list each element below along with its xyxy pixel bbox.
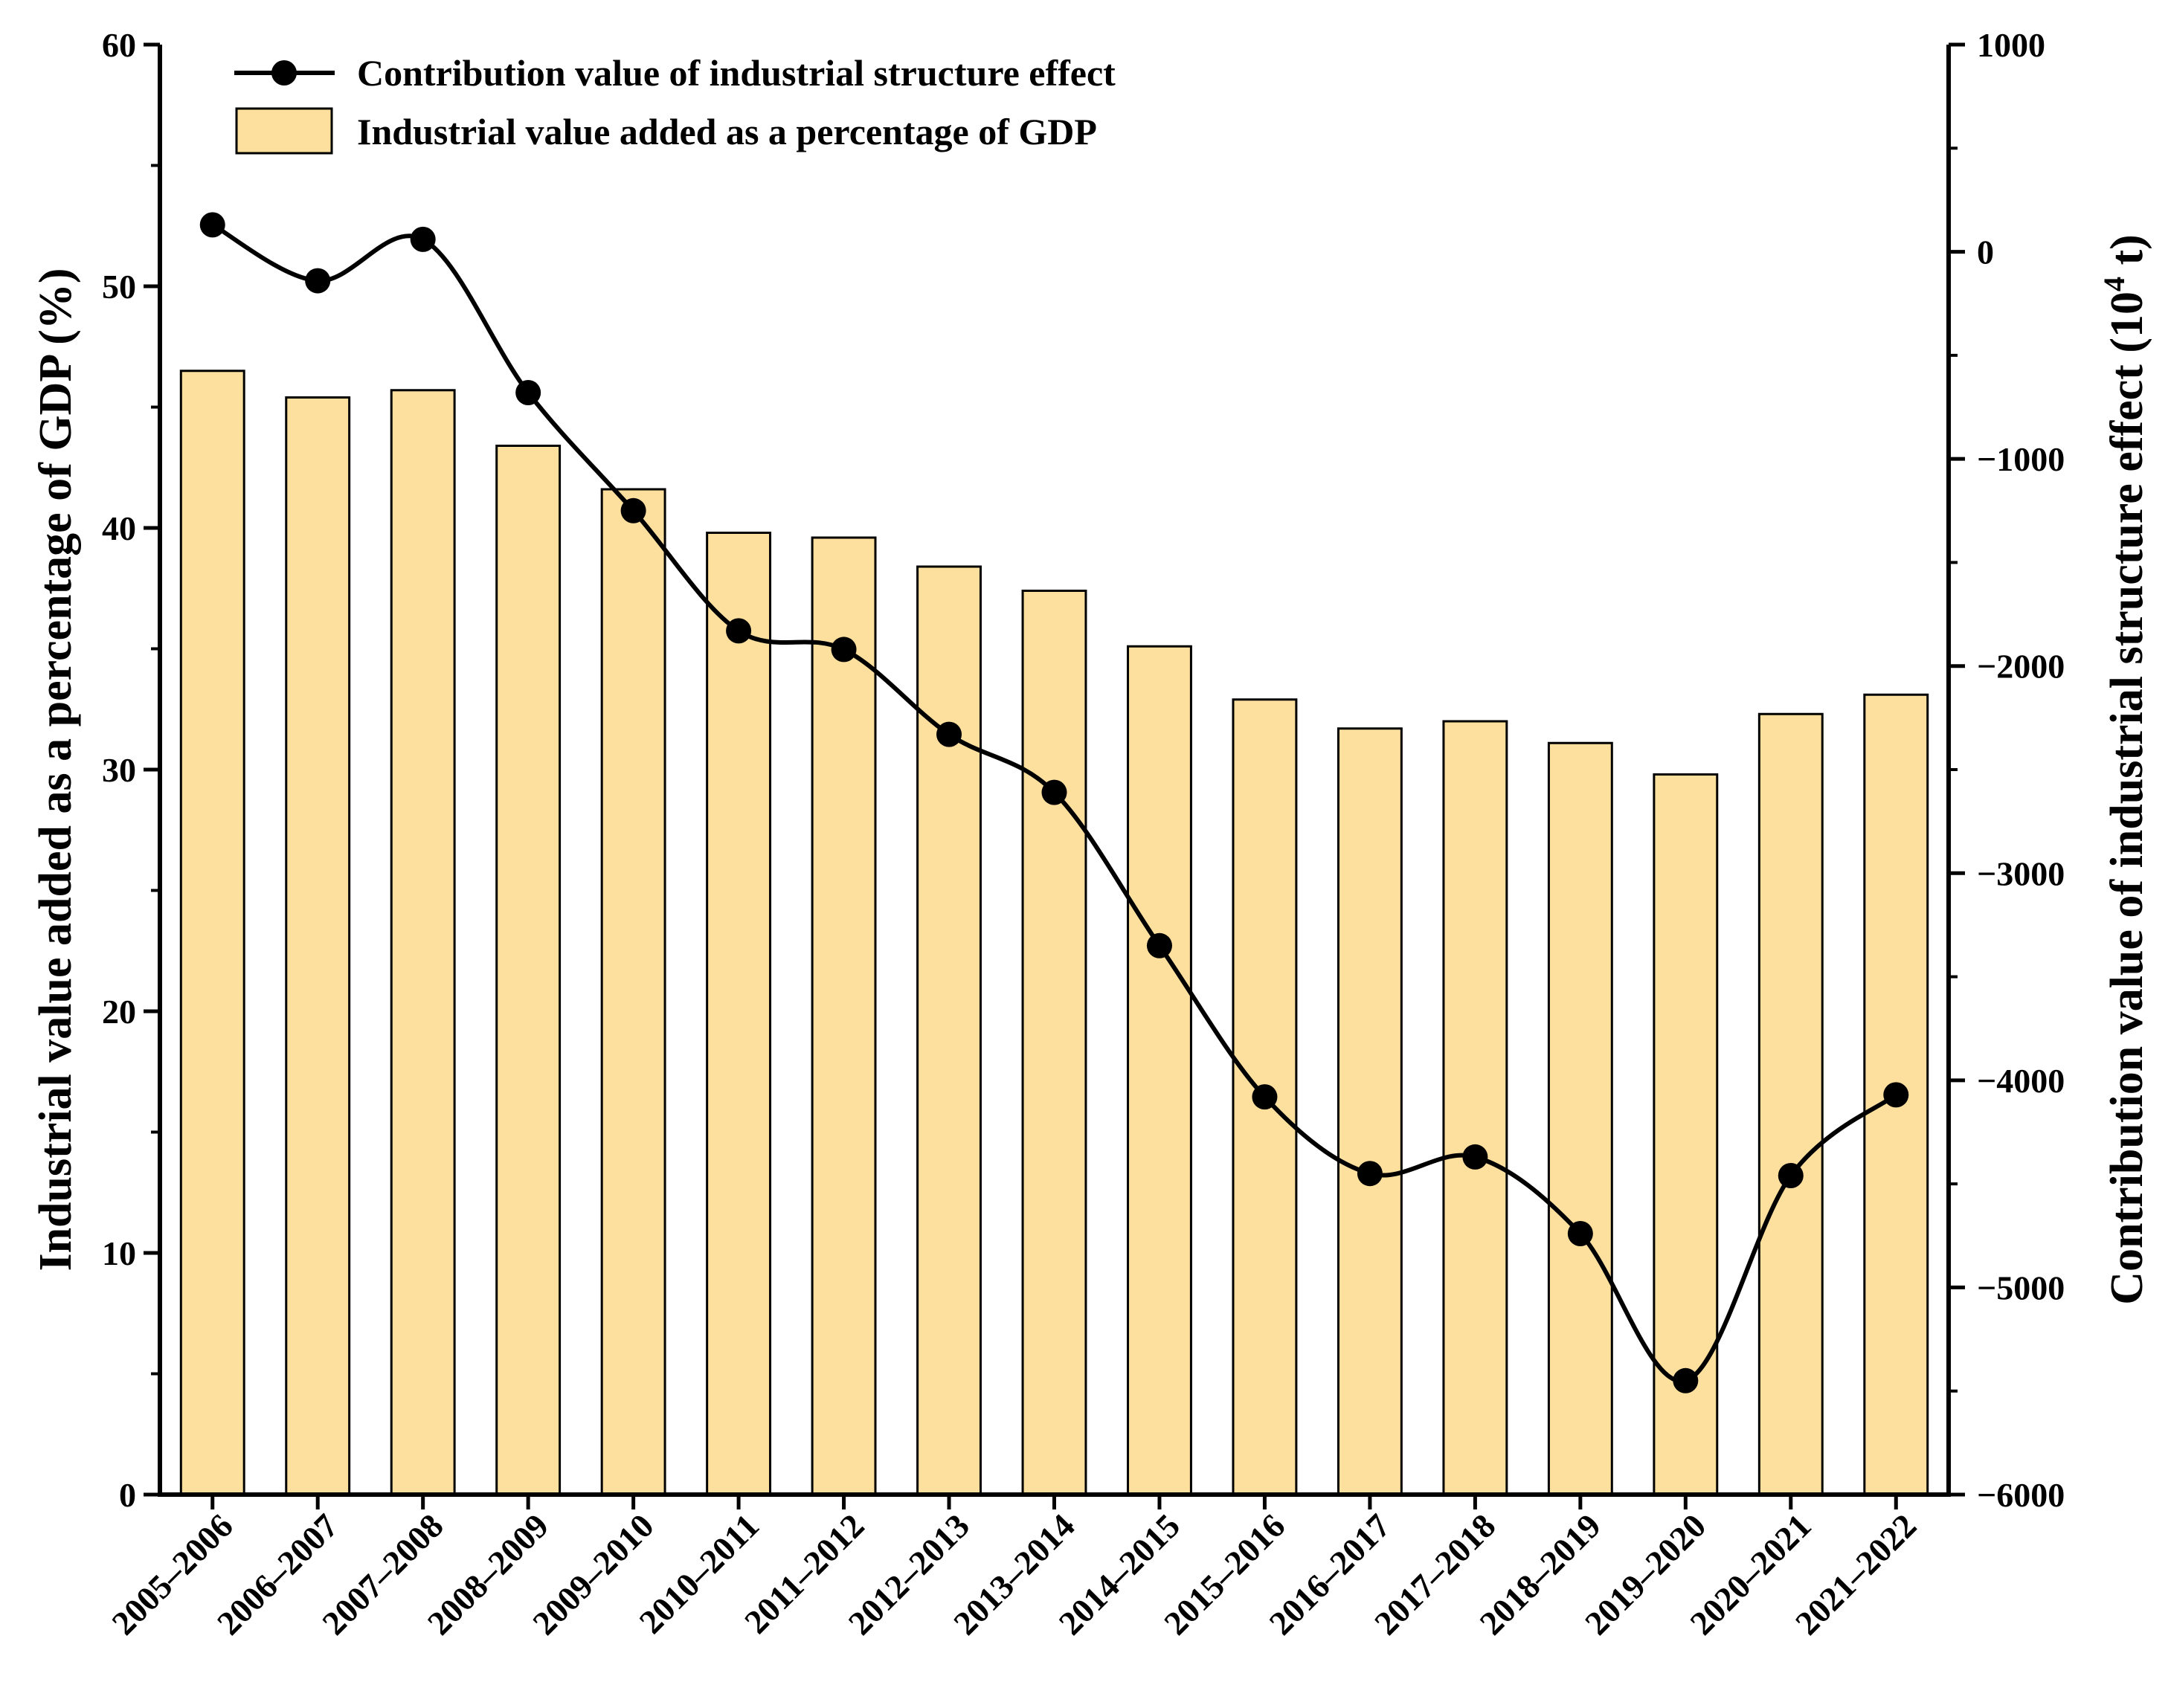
- right-tick-label: −4000: [1977, 1062, 2065, 1100]
- left-tick-label: 50: [102, 268, 136, 306]
- right-tick-label: −5000: [1977, 1269, 2065, 1306]
- bar-1: [285, 396, 351, 1496]
- right-tick-label: −2000: [1977, 648, 2065, 686]
- line-point-8: [1041, 779, 1067, 805]
- left-tick-label: 40: [102, 509, 136, 547]
- right-tick-label: −6000: [1977, 1476, 2065, 1514]
- line-point-7: [936, 721, 962, 747]
- legend-label-bar: Industrial value added as a percentage o…: [357, 111, 1097, 152]
- bar-6: [811, 536, 877, 1496]
- line-point-15: [1778, 1163, 1804, 1188]
- bar-11: [1337, 727, 1403, 1496]
- bar-7: [916, 565, 982, 1496]
- left-tick-label: 20: [102, 993, 136, 1031]
- line-point-0: [199, 212, 225, 238]
- right-tick-label: 1000: [1977, 26, 2045, 64]
- line-point-1: [305, 268, 331, 294]
- right-tick-label: −1000: [1977, 440, 2065, 478]
- right-tick-label: −3000: [1977, 854, 2065, 892]
- bar-2: [390, 389, 456, 1496]
- left-tick-label: 60: [102, 26, 136, 64]
- bar-3: [495, 445, 562, 1496]
- legend-label-line: Contribution value of industrial structu…: [357, 52, 1116, 94]
- bar-5: [706, 532, 772, 1496]
- contribution-line: [211, 222, 1898, 1384]
- bar-15: [1757, 712, 1824, 1496]
- legend-bar-swatch: [235, 107, 333, 155]
- bar-12: [1442, 720, 1508, 1496]
- line-point-12: [1462, 1144, 1488, 1170]
- line-point-11: [1357, 1161, 1383, 1187]
- line-point-3: [515, 380, 541, 405]
- line-point-13: [1567, 1221, 1593, 1246]
- line-point-9: [1146, 932, 1172, 958]
- line-point-14: [1673, 1367, 1699, 1393]
- right-tick-label: 0: [1977, 233, 1994, 271]
- bar-9: [1127, 645, 1192, 1496]
- bar-8: [1021, 590, 1087, 1496]
- right-axis-title: Contribution value of industrial structu…: [2097, 234, 2152, 1305]
- line-point-5: [726, 618, 752, 644]
- bar-13: [1547, 741, 1613, 1496]
- line-point-16: [1883, 1082, 1909, 1108]
- left-tick-label: 10: [102, 1234, 136, 1272]
- bar-4: [600, 488, 666, 1496]
- left-tick-label: 30: [102, 751, 136, 789]
- line-point-10: [1252, 1084, 1278, 1110]
- line-point-4: [620, 497, 646, 523]
- legend-marker-swatch: [271, 60, 297, 86]
- left-axis-title: Industrial value added as a percentage o…: [30, 268, 81, 1271]
- left-tick-label: 0: [119, 1476, 136, 1514]
- line-point-2: [410, 226, 436, 252]
- bar-0: [179, 370, 245, 1496]
- line-point-6: [831, 637, 857, 663]
